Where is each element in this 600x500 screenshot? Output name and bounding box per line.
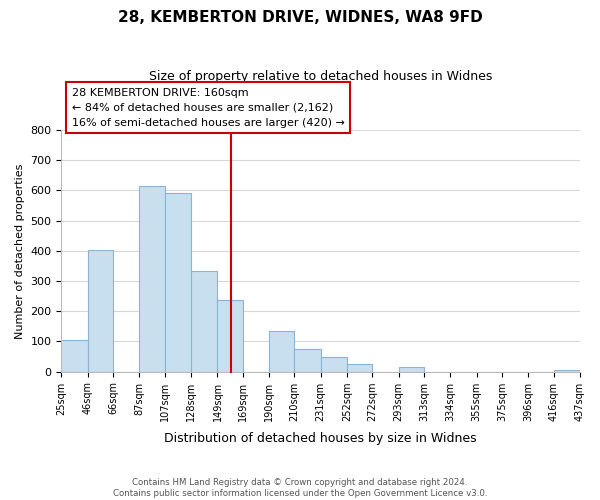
Bar bbox=[61, 340, 88, 372]
Bar bbox=[88, 250, 113, 372]
Bar bbox=[294, 348, 321, 372]
Bar bbox=[269, 331, 294, 372]
Text: Contains HM Land Registry data © Crown copyright and database right 2024.
Contai: Contains HM Land Registry data © Crown c… bbox=[113, 478, 487, 498]
Bar bbox=[399, 367, 424, 372]
Bar bbox=[164, 194, 191, 372]
Bar bbox=[554, 370, 580, 372]
Bar bbox=[139, 186, 164, 372]
X-axis label: Distribution of detached houses by size in Widnes: Distribution of detached houses by size … bbox=[164, 432, 477, 445]
Title: Size of property relative to detached houses in Widnes: Size of property relative to detached ho… bbox=[149, 70, 493, 83]
Bar bbox=[321, 356, 347, 372]
Text: 28 KEMBERTON DRIVE: 160sqm
← 84% of detached houses are smaller (2,162)
16% of s: 28 KEMBERTON DRIVE: 160sqm ← 84% of deta… bbox=[72, 88, 344, 128]
Bar bbox=[191, 271, 217, 372]
Bar bbox=[217, 300, 242, 372]
Y-axis label: Number of detached properties: Number of detached properties bbox=[15, 163, 25, 338]
Bar bbox=[347, 364, 373, 372]
Text: 28, KEMBERTON DRIVE, WIDNES, WA8 9FD: 28, KEMBERTON DRIVE, WIDNES, WA8 9FD bbox=[118, 10, 482, 25]
